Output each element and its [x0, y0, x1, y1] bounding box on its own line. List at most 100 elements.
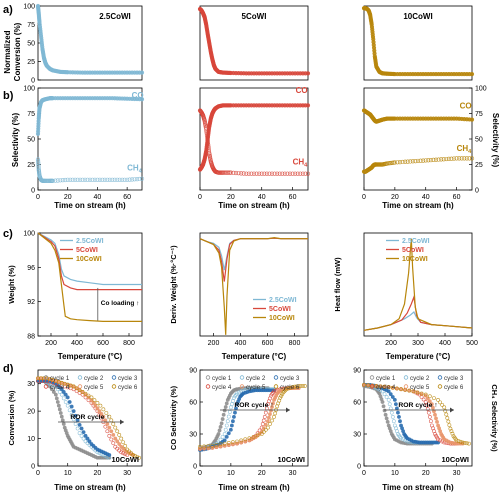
- chart-title: 2.5CoWI: [99, 12, 131, 21]
- data-point: [403, 438, 408, 443]
- plot-frame: [199, 232, 309, 337]
- data-point: [57, 390, 62, 394]
- legend-label: 2.5CoWI: [269, 297, 297, 304]
- data-point: [272, 389, 276, 394]
- panel-b-letter: b): [3, 90, 14, 102]
- data-point: [105, 177, 110, 182]
- data-point: [59, 387, 64, 392]
- chart-a1: 0 25 50 75 100 2.5CoWI: [23, 4, 145, 85]
- data-point: [71, 409, 76, 414]
- data-point: [110, 177, 115, 182]
- data-point: [113, 444, 118, 449]
- data-point: [56, 403, 61, 408]
- data-point: [428, 419, 433, 424]
- data-point: [67, 400, 72, 404]
- legend-label: cycle 1: [212, 375, 232, 382]
- data-point: [244, 171, 249, 176]
- x-tick-label: 40: [94, 194, 102, 201]
- y-tick-label: 0: [31, 464, 35, 471]
- data-point: [81, 430, 86, 435]
- data-point: [204, 126, 209, 131]
- data-point: [257, 171, 262, 176]
- data-point: [384, 416, 389, 421]
- data-point: [386, 397, 391, 402]
- x-tick-label: 10: [227, 470, 235, 477]
- y-tick-label: 100: [23, 4, 35, 11]
- data-point: [427, 394, 432, 399]
- data-point: [120, 177, 125, 182]
- data-point: [243, 437, 248, 442]
- plot-frame: [37, 369, 143, 467]
- data-point: [92, 398, 97, 403]
- data-point: [391, 419, 396, 424]
- data-point: [221, 412, 226, 417]
- data-point: [60, 418, 65, 423]
- legend-label: 5CoWI: [402, 247, 424, 254]
- data-point: [226, 440, 231, 445]
- x-tick-label: 20: [422, 470, 430, 477]
- data-point: [386, 385, 391, 389]
- data-point: [449, 156, 454, 161]
- legend-swatch: [403, 375, 409, 380]
- data-point: [79, 426, 84, 431]
- series-CO: [361, 108, 475, 124]
- data-point: [58, 411, 63, 415]
- c-xlabel-2: Temperature (°C): [222, 352, 287, 361]
- data-point: [53, 392, 58, 397]
- data-point: [401, 437, 405, 442]
- arrowhead-icon: [450, 407, 454, 413]
- data-point: [415, 158, 421, 164]
- y-axis-label: Weight (%): [7, 265, 16, 304]
- data-point: [93, 403, 98, 408]
- annotation-text: ROR cycle ↑: [398, 402, 437, 409]
- data-point: [75, 426, 80, 431]
- data-point: [390, 415, 395, 419]
- data-point: [431, 405, 435, 410]
- x-tick-label: 40: [422, 194, 430, 201]
- data-point: [419, 391, 424, 396]
- data-point: [448, 426, 453, 431]
- data-point: [204, 132, 210, 138]
- data-point: [434, 416, 438, 421]
- data-point: [389, 410, 394, 415]
- data-point: [89, 395, 94, 400]
- data-point: [85, 177, 90, 182]
- data-point: [87, 439, 92, 444]
- data-point: [270, 418, 274, 423]
- data-point: [265, 425, 270, 430]
- series-cycle-3: [36, 379, 112, 457]
- data-point: [121, 440, 126, 445]
- data-point: [206, 145, 211, 150]
- data-point: [254, 171, 259, 176]
- data-point: [395, 386, 399, 391]
- legend-swatch: [273, 384, 279, 389]
- data-point: [246, 171, 251, 176]
- data-point: [112, 177, 117, 182]
- data-point: [251, 434, 256, 439]
- legend-label: cycle 1: [50, 375, 70, 382]
- data-point: [469, 156, 475, 161]
- data-point: [236, 171, 241, 176]
- series-cycle-3: [362, 383, 440, 445]
- series-CH4: [35, 157, 145, 183]
- data-point: [397, 160, 403, 165]
- species-label: CO: [132, 91, 144, 100]
- data-point: [239, 171, 244, 176]
- data-point: [113, 425, 118, 430]
- data-point: [222, 438, 227, 443]
- x-tick-label: 400: [235, 340, 247, 347]
- data-point: [226, 170, 231, 175]
- data-point: [80, 177, 85, 182]
- data-point: [459, 156, 464, 161]
- species-label: CH4: [127, 164, 143, 175]
- data-point: [111, 441, 116, 446]
- data-point: [65, 395, 70, 400]
- legend-label: cycle 5: [246, 384, 266, 391]
- data-point: [224, 423, 229, 428]
- data-point: [228, 170, 233, 175]
- data-point: [263, 422, 268, 427]
- y-tick-label: 50: [27, 137, 35, 144]
- b-xlabel-2: Time on stream (h): [218, 201, 290, 210]
- y-tick-label: 0: [357, 464, 361, 471]
- series-line: [199, 237, 308, 271]
